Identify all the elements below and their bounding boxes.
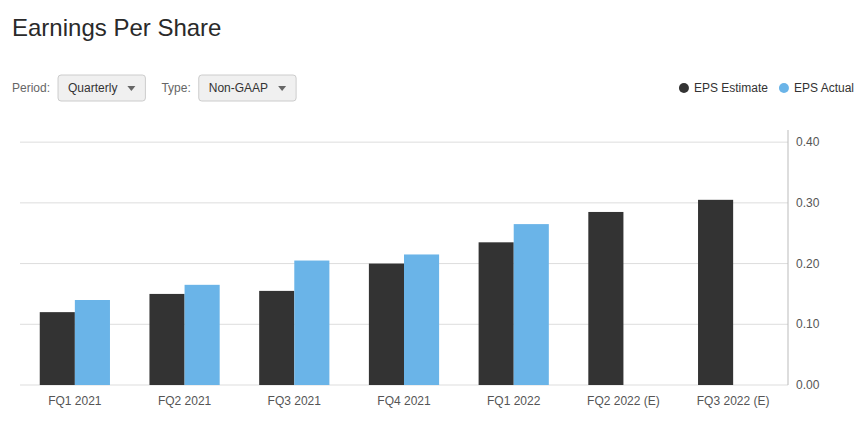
bar	[479, 242, 514, 385]
dropdown-box	[58, 75, 145, 101]
x-tick-label: FQ2 2022 (E)	[587, 394, 660, 408]
x-tick-label: FQ1 2021	[48, 394, 102, 408]
bar	[404, 254, 439, 385]
bar	[588, 212, 623, 385]
legend-item: EPS Estimate	[679, 81, 768, 95]
control-label: Period:	[12, 81, 50, 95]
x-tick-label: FQ3 2022 (E)	[697, 394, 770, 408]
bar	[698, 200, 733, 385]
legend-swatch	[679, 83, 689, 93]
dropdown-arrow	[127, 86, 135, 91]
bar	[514, 224, 549, 385]
bar	[369, 264, 404, 385]
grid-line	[20, 202, 788, 203]
dropdown-value: Non-GAAP	[209, 81, 268, 95]
chart-container: Earnings Per Share Period: Quarterly Type: N…	[0, 0, 861, 430]
title: Earnings Per Share	[12, 14, 221, 41]
x-tick-label: FQ1 2022	[487, 394, 541, 408]
dropdown: Quarterly	[58, 75, 145, 101]
legend: EPS Estimate EPS Actual	[679, 81, 854, 95]
legend-swatch	[779, 83, 789, 93]
x-tick-label: FQ2 2021	[158, 394, 212, 408]
y-tick-label: 0.40	[796, 135, 820, 149]
dropdown-box	[199, 75, 296, 101]
y-tick-label: 0.10	[796, 317, 820, 331]
bar	[259, 291, 294, 385]
y-tick-label: 0.30	[796, 196, 820, 210]
y-tick-label: 0.00	[796, 378, 820, 392]
legend-label: EPS Actual	[794, 81, 854, 95]
bar	[294, 261, 329, 385]
x-tick-label: FQ4 2021	[377, 394, 431, 408]
legend-label: EPS Estimate	[694, 81, 768, 95]
x-tick-label: FQ3 2021	[268, 394, 322, 408]
bars	[40, 200, 733, 385]
dropdown-arrow	[278, 86, 286, 91]
y-axis-line	[788, 130, 789, 385]
dropdown: Non-GAAP	[199, 75, 296, 101]
bar	[75, 300, 110, 385]
bar	[185, 285, 220, 385]
y-tick-label: 0.20	[796, 257, 820, 271]
grid-line	[20, 142, 788, 143]
chart: Earnings Per Share Period: Quarterly Type: N…	[0, 0, 861, 430]
legend-item: EPS Actual	[779, 81, 854, 95]
grid	[20, 142, 788, 385]
control-label: Type:	[161, 81, 190, 95]
bar	[40, 312, 75, 385]
bar	[149, 294, 184, 385]
dropdown-value: Quarterly	[68, 81, 117, 95]
